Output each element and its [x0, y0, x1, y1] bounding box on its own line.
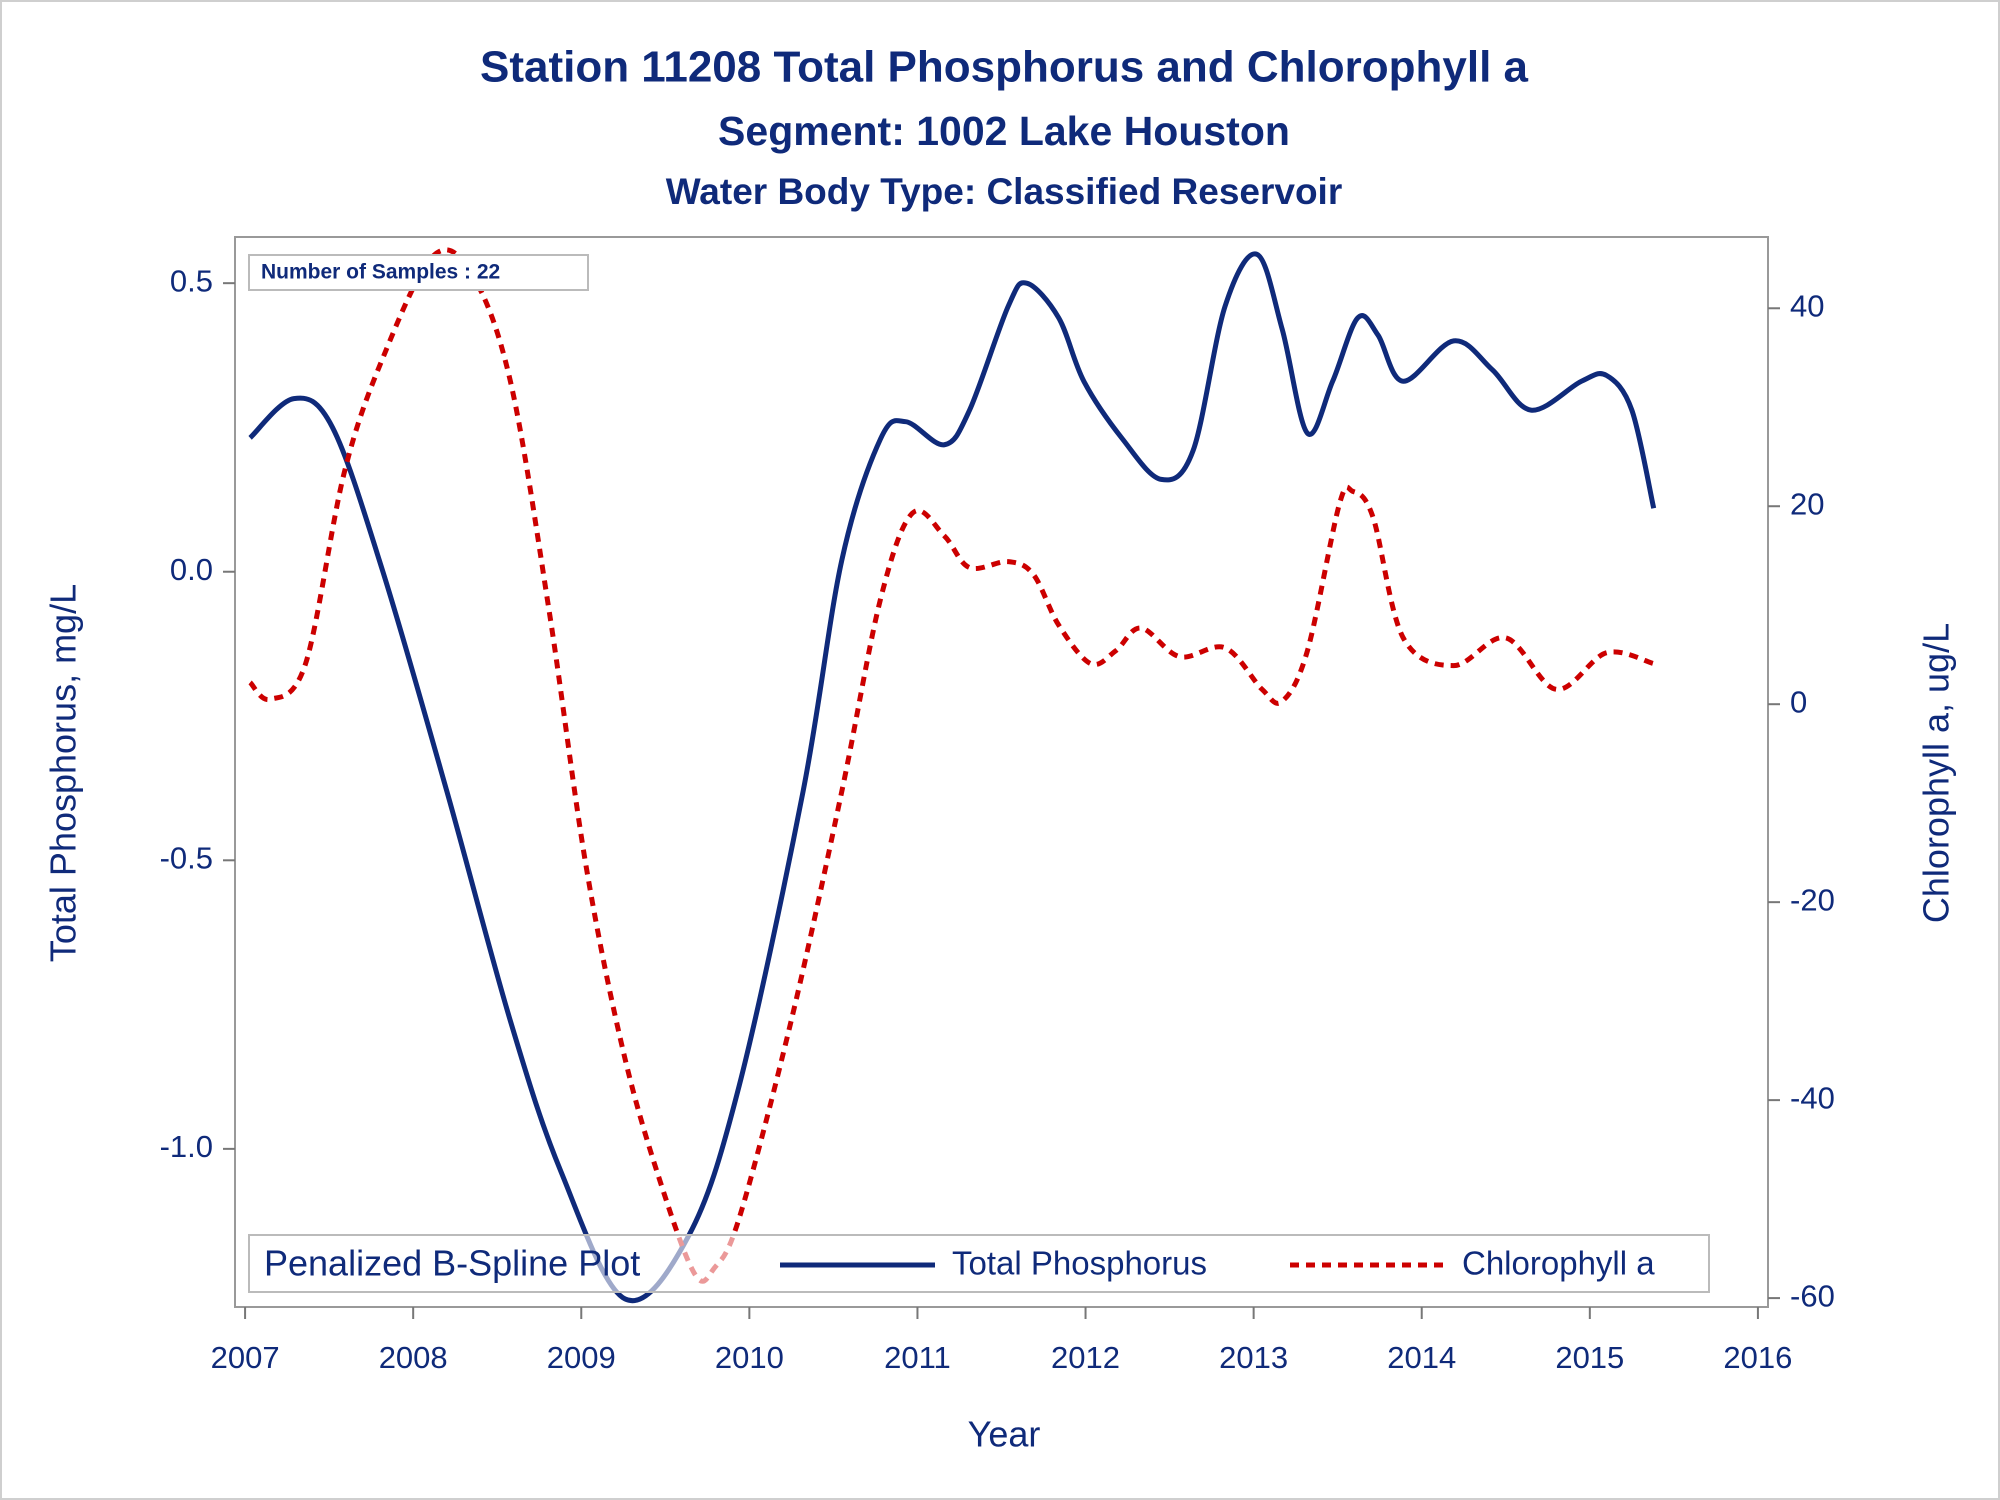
annotation-box — [248, 254, 589, 291]
y2-tick-label: 20 — [1790, 486, 1824, 521]
x-tick-label: 2008 — [379, 1340, 448, 1375]
chart-subtitle: Water Body Type: Classified Reservoir — [666, 171, 1342, 212]
x-tick-label: 2012 — [1051, 1340, 1120, 1375]
y-axis-label: Total Phosphorus, mg/L — [43, 584, 84, 962]
y2-tick-label: 40 — [1790, 288, 1824, 323]
x-axis-label: Year — [968, 1414, 1041, 1455]
legend-label: Chlorophyll a — [1462, 1245, 1655, 1282]
x-tick-label: 2015 — [1555, 1340, 1624, 1375]
x-tick-label: 2011 — [884, 1340, 951, 1375]
x-tick-label: 2013 — [1219, 1340, 1288, 1375]
legend-label: Total Phosphorus — [952, 1245, 1207, 1282]
x-tick-label: 2014 — [1387, 1340, 1456, 1375]
plot-lines — [248, 247, 1657, 1304]
x-tick-label: 2009 — [547, 1340, 616, 1375]
y-tick-label: -1.0 — [160, 1129, 213, 1164]
y2-tick-label: -60 — [1790, 1278, 1835, 1313]
y-tick-label: -0.5 — [160, 840, 213, 875]
chart-subtitle: Segment: 1002 Lake Houston — [718, 108, 1290, 154]
y-tick-label: 0.5 — [170, 263, 213, 298]
y2-tick-label: -20 — [1790, 882, 1835, 917]
y2-tick-label: 0 — [1790, 684, 1807, 719]
series-line — [248, 251, 1657, 1304]
legend-title: Penalized B-Spline Plot — [264, 1243, 640, 1284]
y2-tick-label: -40 — [1790, 1080, 1835, 1115]
x-tick-label: 2016 — [1723, 1340, 1792, 1375]
annotation: Number of Samples : 22 — [261, 261, 500, 284]
y2-axis-label: Chlorophyll a, ug/L — [1916, 623, 1957, 923]
series-line — [248, 247, 1655, 1284]
legend-box — [248, 1234, 1710, 1293]
x-tick-label: 2010 — [715, 1340, 784, 1375]
chart-title: Station 11208 Total Phosphorus and Chlor… — [480, 43, 1529, 92]
x-tick-label: 2007 — [211, 1340, 280, 1375]
y-tick-label: 0.0 — [170, 552, 213, 587]
plot-frame — [234, 236, 1769, 1308]
